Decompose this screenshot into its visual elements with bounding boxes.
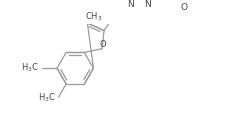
Text: N: N (128, 0, 134, 9)
Text: H$_3$C: H$_3$C (21, 62, 39, 74)
Text: O: O (100, 40, 106, 49)
Text: N: N (144, 0, 151, 9)
Text: CH$_3$: CH$_3$ (85, 11, 102, 23)
Text: H$_3$C: H$_3$C (38, 91, 56, 104)
Text: O: O (181, 3, 188, 12)
